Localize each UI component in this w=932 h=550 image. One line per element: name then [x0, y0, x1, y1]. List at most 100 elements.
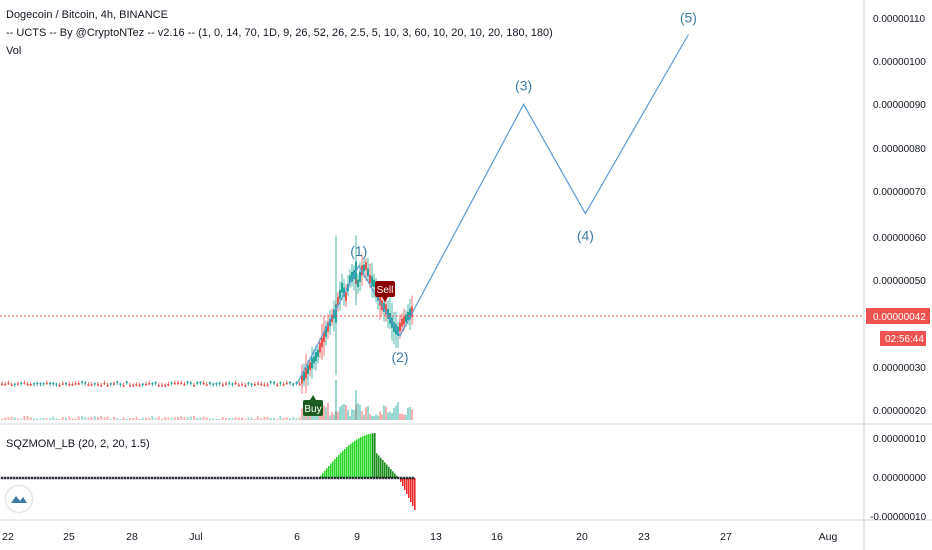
candle-body	[125, 381, 128, 384]
volume-bar	[212, 418, 215, 420]
candle-body	[237, 384, 240, 387]
candle-body	[319, 343, 321, 353]
momentum-bar	[322, 473, 324, 478]
volume-bar	[407, 407, 409, 420]
volume-bar	[329, 415, 331, 420]
candle-body	[269, 381, 272, 383]
volume-bar	[97, 417, 99, 420]
squeeze-dot	[234, 476, 238, 480]
squeeze-dot	[369, 476, 373, 480]
momentum-bar	[404, 478, 406, 490]
candle-body	[241, 384, 243, 386]
momentum-tick: -0.00000010	[870, 512, 927, 523]
volume-bar	[55, 418, 58, 420]
volume-bar	[349, 416, 351, 420]
squeeze-momentum-legend[interactable]: SQZMOM_LB (20, 2, 20, 1.5)	[6, 438, 150, 450]
volume-bar	[122, 417, 125, 420]
candle-body	[49, 382, 51, 385]
candle-body	[282, 384, 285, 386]
candle-body	[218, 382, 221, 384]
volume-bar	[266, 417, 269, 420]
momentum-bar	[354, 440, 356, 478]
squeeze-dot	[30, 476, 34, 480]
volume-bar	[23, 416, 26, 420]
candle-body	[26, 383, 29, 386]
candle-body	[298, 383, 301, 386]
squeeze-dot	[270, 476, 274, 480]
squeeze-dot	[69, 476, 73, 480]
candle-body	[331, 314, 333, 322]
volume-bar	[389, 411, 391, 420]
bar-countdown-badge: 02:56:44	[880, 331, 926, 346]
squeeze-dot	[342, 476, 346, 480]
tradingview-logo-icon[interactable]	[6, 486, 32, 512]
candle-body	[393, 322, 395, 332]
candle-body	[135, 384, 138, 386]
momentum-axis[interactable]: 0.00000010 0.00000000 -0.00000010	[870, 434, 927, 523]
squeeze-dot	[108, 476, 112, 480]
volume-bar	[228, 417, 231, 420]
candle-body	[65, 382, 67, 385]
time-axis[interactable]: 22 25 28 Jul 6 9 13 16 20 23 27 Aug	[2, 531, 837, 543]
volume-bar	[331, 412, 333, 420]
candle-body	[13, 383, 16, 386]
volume-bar	[335, 411, 337, 420]
squeeze-dot	[51, 476, 55, 480]
volume-bar	[154, 418, 157, 420]
ucts-indicator-legend[interactable]: -- UCTS -- By @CryptoNTez -- v2.16 -- (1…	[6, 27, 553, 39]
candle-body	[145, 383, 147, 386]
volume-bar	[311, 415, 313, 420]
squeeze-dot	[9, 476, 13, 480]
volume-bar	[369, 414, 371, 420]
squeeze-dot	[351, 476, 355, 480]
squeeze-dot	[246, 476, 250, 480]
candle-body	[279, 382, 282, 384]
volume-bar	[1, 418, 3, 420]
volume-bar	[4, 417, 7, 420]
candle-body	[323, 331, 325, 342]
volume-bar	[199, 417, 202, 420]
volume-bar	[84, 417, 87, 420]
squeeze-dot	[255, 476, 259, 480]
volume-bar	[365, 407, 367, 420]
squeeze-dot	[363, 476, 367, 480]
momentum-bar	[372, 433, 374, 478]
squeeze-dot	[48, 476, 52, 480]
volume-bar	[93, 416, 96, 420]
squeeze-dot	[327, 476, 331, 480]
candle-body	[215, 383, 218, 385]
price-tick: 0.00000030	[873, 363, 926, 374]
momentum-bar	[344, 448, 346, 478]
momentum-bar	[346, 447, 348, 478]
momentum-bar	[326, 468, 328, 478]
squeeze-dot	[390, 476, 394, 480]
squeeze-dot	[63, 476, 67, 480]
price-axis[interactable]: 0.00000110 0.00000100 0.00000090 0.00000…	[873, 14, 926, 417]
volume-bar	[247, 417, 250, 420]
volume-bar	[218, 418, 221, 420]
volume-bar	[49, 418, 51, 420]
squeeze-dot	[75, 476, 79, 480]
momentum-bar	[406, 478, 408, 494]
squeeze-dot	[12, 476, 16, 480]
momentum-bar	[400, 478, 402, 482]
momentum-bar	[330, 463, 332, 478]
volume-bar	[17, 418, 19, 420]
volume-bar	[351, 409, 353, 420]
candle-body	[81, 381, 83, 383]
chart-title[interactable]: Dogecoin / Bitcoin, 4h, BINANCE	[6, 9, 169, 21]
volume-bar	[263, 416, 266, 420]
squeeze-dot	[141, 476, 145, 480]
squeeze-dot	[210, 476, 214, 480]
volume-bar	[341, 405, 343, 420]
volume-bar	[151, 416, 154, 420]
squeeze-dot	[405, 476, 409, 480]
squeeze-dot	[81, 476, 85, 480]
volume-legend[interactable]: Vol	[6, 45, 22, 57]
momentum-bar	[374, 433, 376, 478]
squeeze-dot	[333, 476, 337, 480]
candle-body	[193, 384, 195, 387]
volume-bar	[26, 416, 29, 420]
wave-label: (3)	[515, 77, 532, 93]
